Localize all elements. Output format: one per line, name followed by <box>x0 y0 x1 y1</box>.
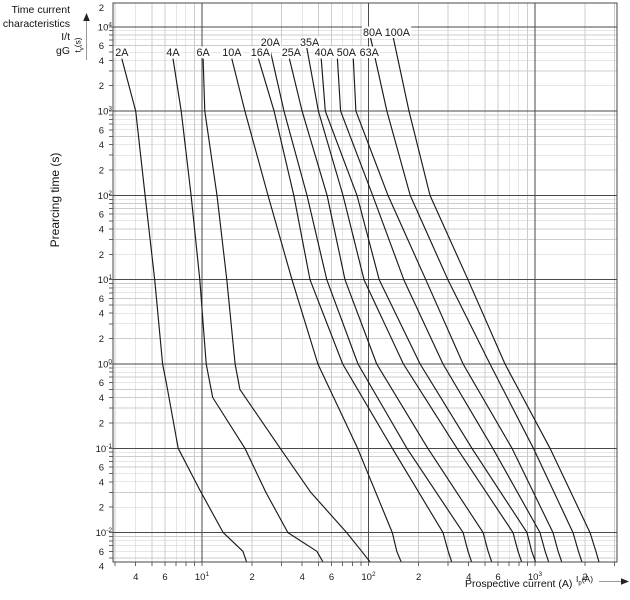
axis-tick-label-y: 6 <box>99 463 104 474</box>
chart-title-line1: Time current <box>11 4 70 16</box>
axis-decade-label: 10-2 <box>96 527 113 539</box>
axis-tick-label-y: 4 <box>99 224 104 235</box>
chart-title-line3: gG <box>55 44 70 57</box>
axis-decade-label: 102 <box>98 190 113 202</box>
y-axis-up-arrow-icon <box>83 13 90 60</box>
curve-label-35A: 35A <box>300 37 320 49</box>
curve-10A <box>231 58 402 562</box>
plot-frame <box>112 2 618 563</box>
curve-label-2A: 2A <box>115 47 129 59</box>
curve-label-bg-20A <box>259 36 282 48</box>
curve-label-10A: 10A <box>222 47 242 59</box>
curve-label-bg-35A <box>298 36 321 48</box>
axis-tick-label-y: 2 <box>99 81 104 92</box>
x-axis-right-arrow-icon <box>599 578 629 585</box>
curve-label-bg-2A <box>114 46 130 58</box>
axis-decade-label: 101 <box>195 571 210 583</box>
axis-tick-label-x: 2 <box>249 572 254 583</box>
curve-63A <box>352 58 563 562</box>
curve-16A <box>257 58 453 562</box>
x-axis-symbol: Ip(A) <box>576 574 594 587</box>
axis-tick-label-y: 4 <box>99 309 104 320</box>
axis-tick-label-y: 2 <box>99 334 104 345</box>
axis-tick-label-y: 2 <box>99 3 104 14</box>
axis-decade-label: 102 <box>361 571 376 583</box>
axis-tick-label-y: 6 <box>99 125 104 136</box>
axis-tick-label-y: 6 <box>99 547 104 558</box>
curve-label-63A: 63A <box>360 47 380 59</box>
chart-title: Time current characteristics I/t gG <box>0 4 70 58</box>
curve-label-4A: 4A <box>166 47 180 59</box>
axis-ticks <box>109 26 615 566</box>
curve-label-bg-16A <box>249 46 272 58</box>
axis-decade-label: 10-1 <box>96 443 113 455</box>
axis-tick-label-x: 2 <box>582 572 587 583</box>
curve-label-50A: 50A <box>337 47 357 59</box>
axis-tick-label-x: 4 <box>133 572 138 583</box>
curve-20A <box>268 46 473 562</box>
grid-minor <box>113 3 617 562</box>
curve-50A <box>336 58 550 562</box>
curve-35A <box>306 46 523 562</box>
axis-tick-label-y: 4 <box>99 393 104 404</box>
curves <box>121 37 600 562</box>
axis-decade-label: 103 <box>98 106 113 118</box>
axis-tick-label-x: 6 <box>162 572 167 583</box>
axis-decade-label: 100 <box>98 359 113 371</box>
axis-decade-label: 101 <box>98 274 113 286</box>
axis-tick-label-y: 6 <box>99 378 104 389</box>
axis-tick-label-y: 2 <box>99 503 104 514</box>
curve-label-25A: 25A <box>282 47 302 59</box>
axis-tick-label-y: 4 <box>99 140 104 151</box>
curve-100A <box>392 37 600 562</box>
curve-80A <box>370 37 583 562</box>
curve-2A <box>121 58 248 562</box>
axis-tick-label-y: 6 <box>99 294 104 305</box>
axis-tick-label-x: 4 <box>466 572 471 583</box>
axis-tick-label-y: 4 <box>99 562 104 573</box>
curve-label-bg-80A <box>361 26 384 38</box>
curve-label-bg-25A <box>280 46 303 58</box>
curve-6A <box>202 58 371 562</box>
axis-tick-label-y: 2 <box>99 166 104 177</box>
curve-25A <box>288 58 493 562</box>
axis-tick-label-x: 2 <box>416 572 421 583</box>
axis-tick-label-y: 6 <box>99 210 104 221</box>
curve-label-16A: 16A <box>251 47 271 59</box>
curve-label-6A: 6A <box>196 47 210 59</box>
axis-tick-label-x: 6 <box>329 572 334 583</box>
curve-label-bg-40A <box>313 46 336 58</box>
curve-label-100A: 100A <box>385 27 411 39</box>
curve-label-bg-100A <box>383 26 412 38</box>
axis-tick-label-y: 2 <box>99 250 104 261</box>
curve-4A <box>172 58 324 562</box>
curve-label-20A: 20A <box>261 37 281 49</box>
x-axis-title: Prospective current (A) <box>465 578 573 590</box>
axis-decade-label: 104 <box>98 21 113 33</box>
curve-label-80A: 80A <box>363 27 383 39</box>
curve-label-bg-4A <box>165 46 181 58</box>
axis-tick-label-y: 2 <box>99 418 104 429</box>
axis-tick-label-y: 6 <box>99 41 104 52</box>
axis-tick-label-x: 4 <box>300 572 305 583</box>
curve-label-40A: 40A <box>315 47 335 59</box>
axis-tick-label-y: 4 <box>99 56 104 67</box>
curve-label-bg-6A <box>195 46 211 58</box>
curve-label-bg-63A <box>358 46 381 58</box>
chart-title-line2: characteristics I/t <box>2 17 70 44</box>
axis-tick-label-y: 4 <box>99 477 104 488</box>
curve-label-bg-10A <box>220 46 243 58</box>
curve-label-bg-50A <box>335 46 358 58</box>
curve-40A <box>320 58 537 562</box>
y-axis-title: Prearcing time (s) <box>48 152 62 248</box>
axis-tick-label-x: 6 <box>495 572 500 583</box>
